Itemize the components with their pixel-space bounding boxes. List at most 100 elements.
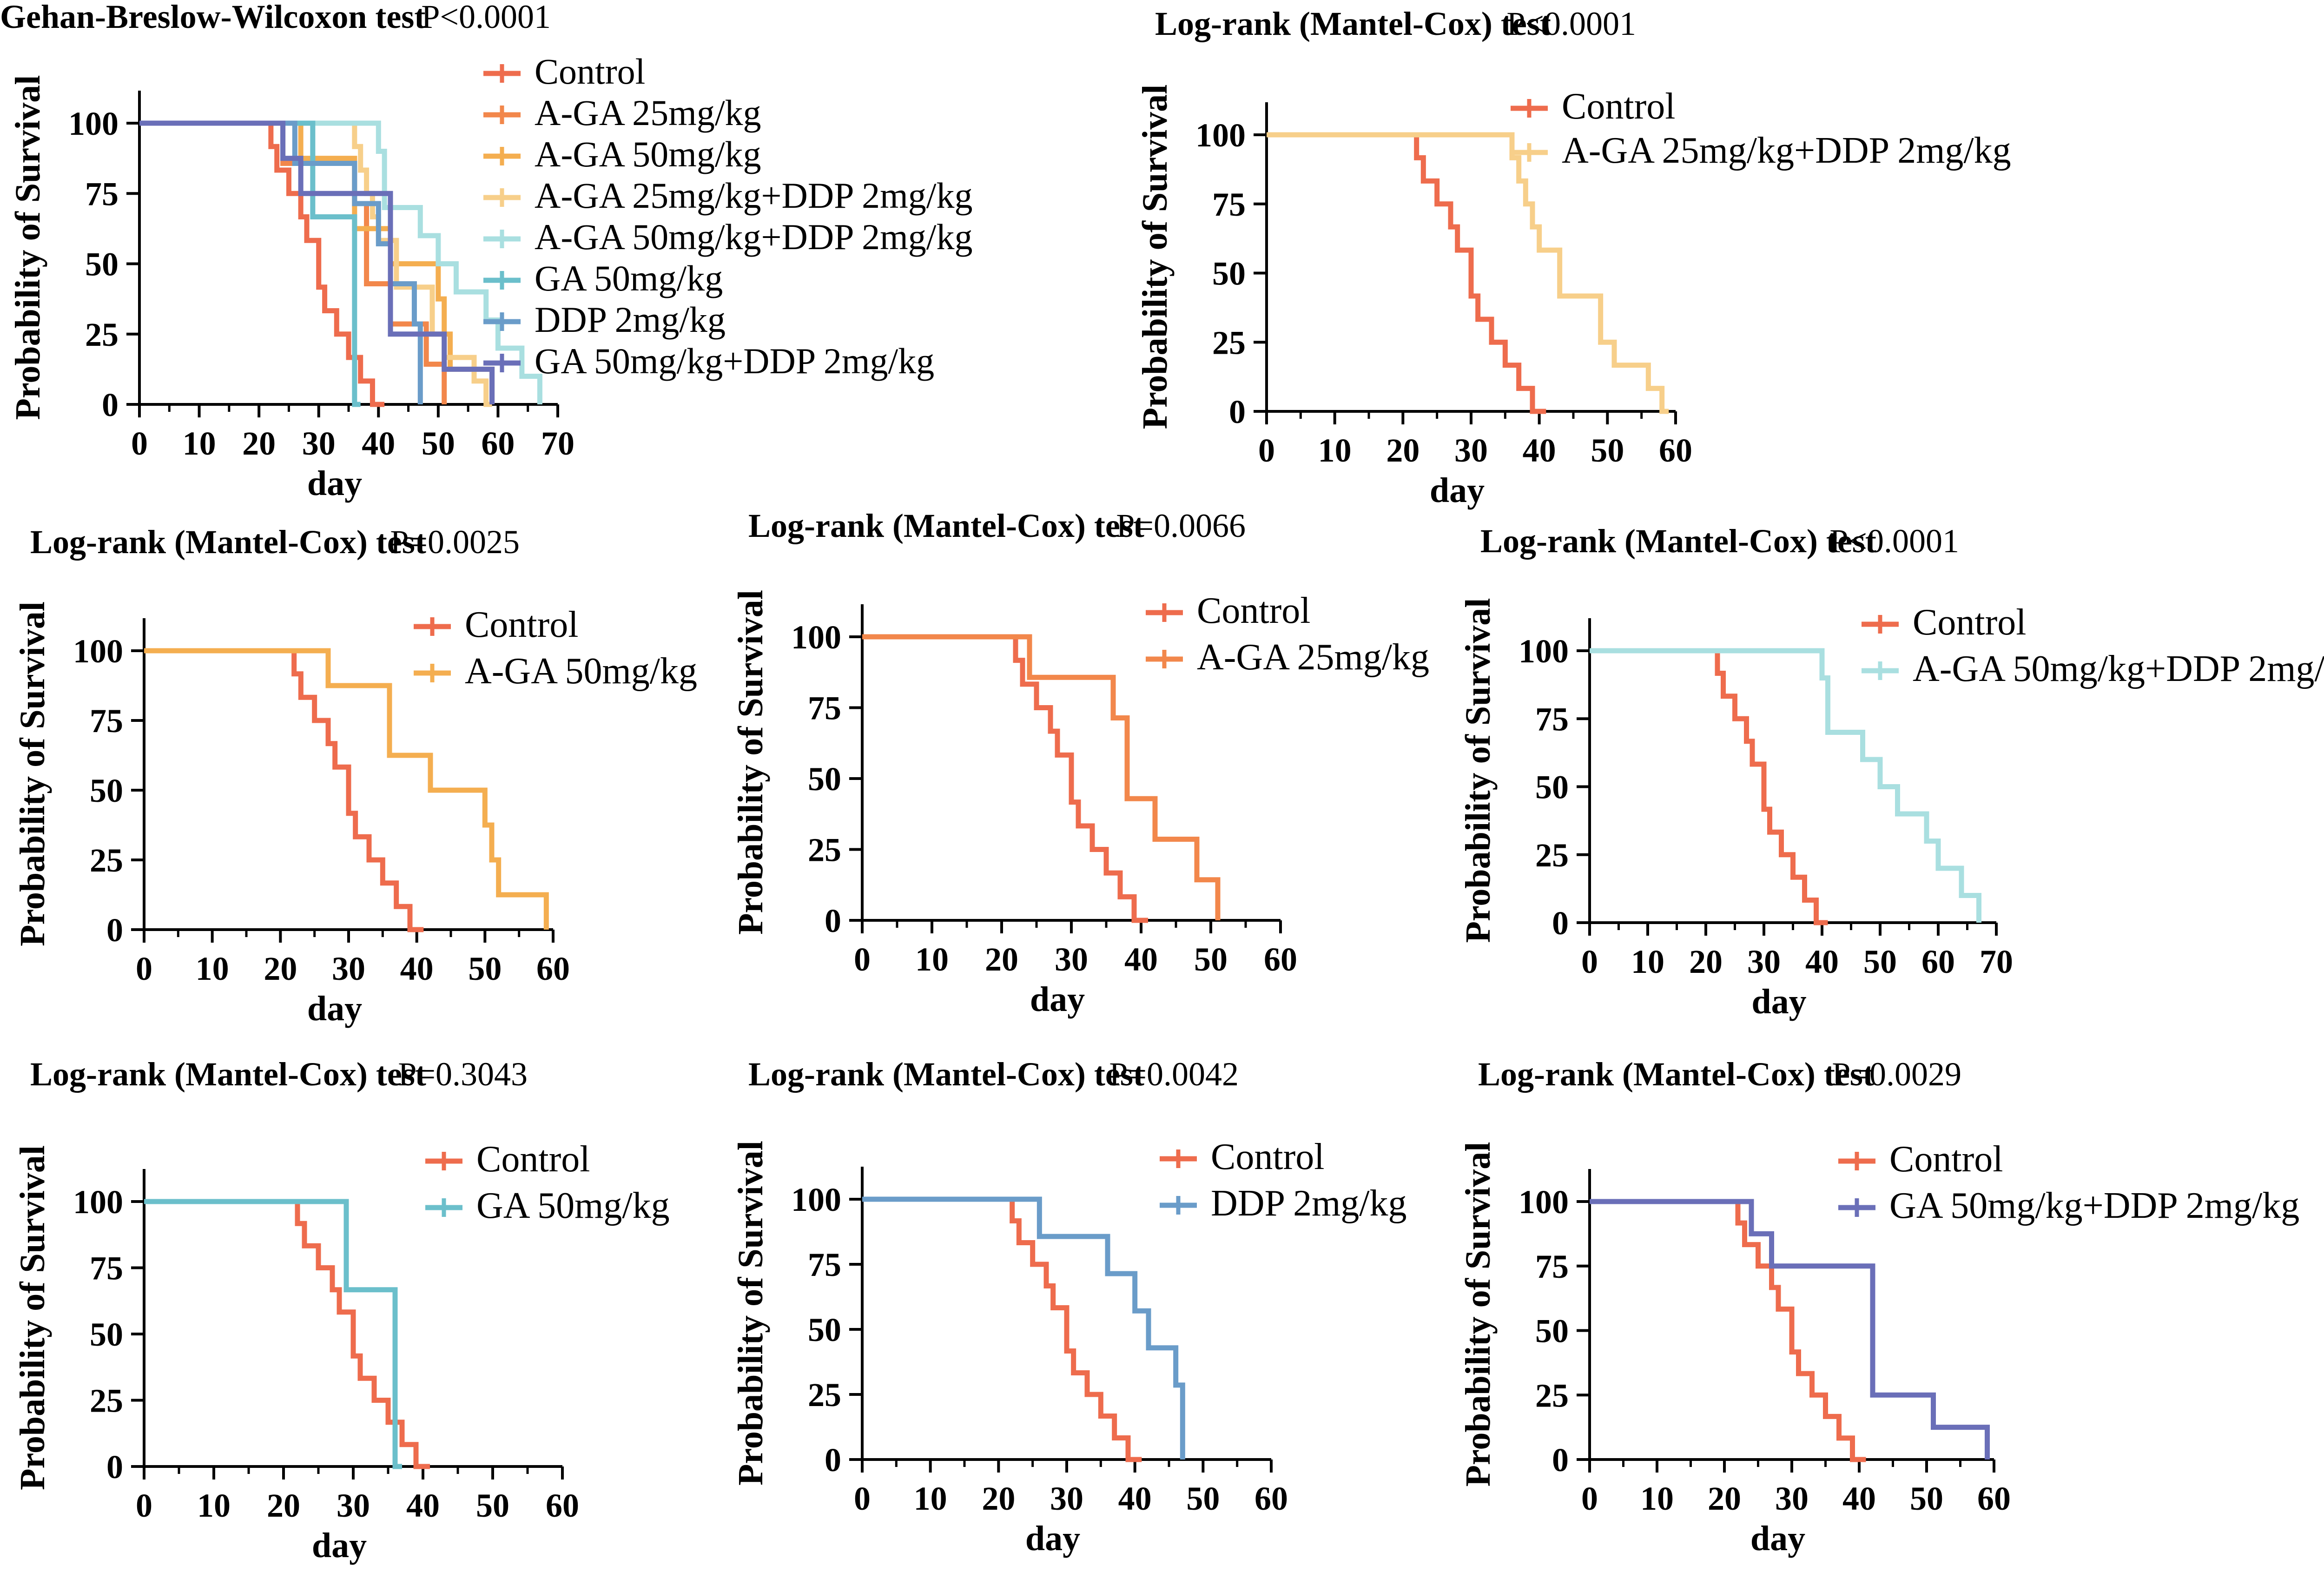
x-tick-label: 70 <box>541 425 574 462</box>
series-line-a-ga-50mg-kg <box>139 120 495 404</box>
legend-label-a-ga-25mg-kg-ddp-2mg-kg: A-GA 25mg/kg+DDP 2mg/kg <box>535 175 972 216</box>
legend-label-control: Control <box>476 1139 590 1180</box>
panel-title: Gehan-Breslow-Wilcoxon test <box>0 0 425 35</box>
x-tick-label: 20 <box>264 950 297 987</box>
x-tick-label: 30 <box>1055 941 1088 978</box>
series-line-control <box>862 1196 1142 1462</box>
x-tick-label: 40 <box>1805 943 1839 980</box>
x-tick-label: 60 <box>1921 943 1955 980</box>
y-tick-label: 100 <box>73 1183 123 1221</box>
x-axis-label: day <box>307 464 362 503</box>
y-tick-label: 25 <box>1535 1377 1569 1414</box>
series-line-control <box>862 634 1148 923</box>
x-tick-label: 20 <box>242 425 276 462</box>
x-tick-label: 50 <box>1194 941 1228 978</box>
panel-title: Log-rank (Mantel-Cox) test <box>1480 522 1876 560</box>
y-tick-label: 75 <box>808 1246 841 1283</box>
x-tick-label: 50 <box>1910 1480 1943 1517</box>
x-tick-label: 70 <box>1980 943 2013 980</box>
panel-title: Log-rank (Mantel-Cox) test <box>748 1056 1144 1093</box>
y-tick-label: 50 <box>808 760 841 798</box>
y-tick-label: 0 <box>106 911 123 949</box>
y-tick-label: 25 <box>808 1376 841 1413</box>
legend-label-a-ga-50mg-kg-ddp-2mg-kg: A-GA 50mg/kg+DDP 2mg/kg <box>535 217 972 257</box>
x-tick-label: 50 <box>476 1487 509 1524</box>
y-tick-label: 50 <box>85 246 119 283</box>
series-line-ddp-2mg-kg <box>139 120 423 404</box>
y-axis-label: Probability of Survival <box>13 601 52 946</box>
x-tick-label: 0 <box>1581 1480 1598 1517</box>
y-axis-label: Probability of Survival <box>8 75 47 420</box>
x-tick-label: 20 <box>267 1487 300 1524</box>
x-tick-label: 40 <box>400 950 434 987</box>
series-line-ga-50mg-kg <box>144 1199 402 1469</box>
x-tick-label: 30 <box>332 950 365 987</box>
y-tick-label: 75 <box>808 690 841 727</box>
y-tick-label: 50 <box>1212 255 1246 292</box>
x-tick-label: 50 <box>422 425 455 462</box>
panel-title: Log-rank (Mantel-Cox) test <box>748 507 1144 544</box>
y-tick-label: 25 <box>85 316 119 353</box>
x-tick-label: 10 <box>1318 432 1352 469</box>
y-axis-label: Probability of Survival <box>731 1141 770 1486</box>
x-tick-label: 40 <box>1124 941 1158 978</box>
x-tick-label: 60 <box>481 425 515 462</box>
y-tick-label: 0 <box>102 386 119 423</box>
x-tick-label: 10 <box>197 1487 231 1524</box>
x-tick-label: 10 <box>914 1480 947 1517</box>
x-axis-label: day <box>1430 471 1485 510</box>
y-tick-label: 75 <box>90 1250 123 1287</box>
y-tick-label: 25 <box>90 1382 123 1420</box>
y-tick-label: 100 <box>73 633 123 670</box>
x-tick-label: 60 <box>546 1487 579 1524</box>
series-line-control <box>1590 1199 1866 1462</box>
legend-label-ddp-2mg-kg: DDP 2mg/kg <box>1211 1183 1407 1224</box>
x-tick-label: 60 <box>1264 941 1297 978</box>
series-line-ga-50mg-kg-ddp-2mg-kg <box>139 120 495 404</box>
series-line-a-ga-50mg-kg-ddp-2mg-kg <box>1590 648 1981 923</box>
x-tick-label: 10 <box>1631 943 1664 980</box>
x-axis-label: day <box>1030 980 1085 1019</box>
x-tick-label: 30 <box>1747 943 1781 980</box>
y-axis-label: Probability of Survival <box>731 590 770 935</box>
x-tick-label: 30 <box>1050 1480 1083 1517</box>
y-tick-label: 100 <box>791 1181 841 1218</box>
x-tick-label: 10 <box>1640 1480 1674 1517</box>
y-tick-label: 75 <box>1535 1248 1569 1285</box>
legend-label-a-ga-50mg-kg: A-GA 50mg/kg <box>465 651 697 692</box>
x-tick-label: 10 <box>183 425 216 462</box>
y-tick-label: 50 <box>90 1316 123 1353</box>
y-tick-label: 75 <box>1535 700 1569 738</box>
panel-title: Log-rank (Mantel-Cox) test <box>30 523 426 561</box>
x-tick-label: 0 <box>1581 943 1598 980</box>
y-tick-label: 25 <box>808 832 841 869</box>
y-tick-label: 100 <box>1519 633 1569 670</box>
series-line-a-ga-25mg-kg-ddp-2mg-kg <box>139 120 492 407</box>
series-line-ddp-2mg-kg <box>862 1196 1185 1460</box>
y-tick-label: 75 <box>90 702 123 740</box>
p-value-label: P<0.0001 <box>1506 5 1636 42</box>
x-tick-label: 50 <box>1863 943 1897 980</box>
legend-label-a-ga-25mg-kg: A-GA 25mg/kg <box>1197 637 1429 678</box>
y-tick-label: 100 <box>68 105 119 142</box>
series-line-ga-50mg-kg-ddp-2mg-kg <box>1590 1199 1990 1460</box>
y-axis-label: Probability of Survival <box>13 1145 52 1490</box>
y-tick-label: 0 <box>825 902 841 939</box>
series-line-control <box>1590 648 1828 925</box>
y-axis-label: Probability of Survival <box>1459 1142 1498 1487</box>
x-axis-label: day <box>1750 1519 1805 1558</box>
x-tick-label: 20 <box>1689 943 1723 980</box>
series-line-control <box>144 648 424 932</box>
y-axis-label: Probability of Survival <box>1136 85 1175 429</box>
x-tick-label: 30 <box>1775 1480 1809 1517</box>
series-line-control <box>144 1199 430 1469</box>
legend-label-control: Control <box>1197 590 1310 631</box>
x-tick-label: 20 <box>985 941 1018 978</box>
legend-label-a-ga-25mg-kg: A-GA 25mg/kg <box>535 92 761 133</box>
